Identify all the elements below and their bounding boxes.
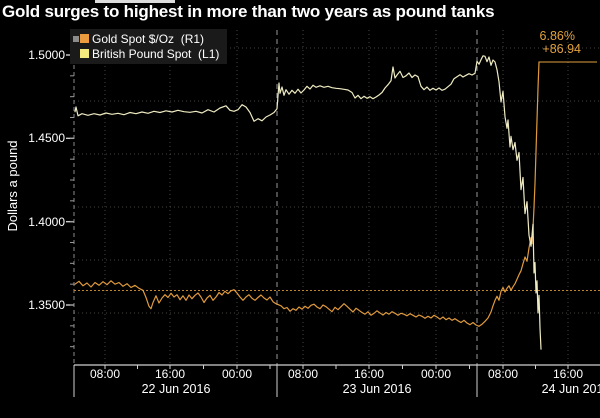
legend-spacer — [73, 51, 80, 57]
chart-title: Gold surges to highest in more than two … — [2, 2, 495, 21]
x-date-label: 24 Jun 2016 — [541, 382, 600, 396]
gold-series-swatch-icon — [80, 34, 89, 43]
gold-net-change-callout: +86.94 — [542, 42, 581, 56]
y-tick-label: 1.4500 — [28, 131, 65, 145]
y-tick-label: 1.5000 — [28, 48, 65, 62]
legend-label-pound: British Pound Spot (L1) — [92, 46, 220, 61]
x-date-label: 22 Jun 2016 — [141, 382, 211, 396]
legend-label-gold: Gold Spot $/Oz (R1) — [92, 31, 205, 46]
x-date-label: 23 Jun 2016 — [342, 382, 412, 396]
legend-track-marker-icon — [73, 35, 79, 42]
pound-series-swatch-icon — [80, 49, 89, 58]
x-time-label: 08:00 — [487, 367, 519, 381]
y-tick-label: 1.4000 — [28, 215, 65, 229]
x-time-label: 16:00 — [154, 367, 186, 381]
y-tick-label: 1.3500 — [28, 298, 65, 312]
x-time-label: 16:00 — [552, 367, 584, 381]
x-time-label: 08:00 — [287, 367, 319, 381]
pound-line — [74, 55, 542, 350]
y-axis-title: Dollars a pound — [5, 140, 20, 232]
legend-item-pound[interactable]: British Pound Spot (L1) — [73, 46, 219, 61]
x-time-label: 00:00 — [420, 367, 452, 381]
legend-item-gold[interactable]: Gold Spot $/Oz (R1) — [73, 31, 219, 46]
gold-line — [74, 61, 540, 327]
x-time-label: 16:00 — [353, 367, 385, 381]
chart-legend: Gold Spot $/Oz (R1) British Pound Spot (… — [70, 29, 228, 64]
gold-percent-change-callout: 6.86% — [539, 29, 575, 43]
x-time-label: 00:00 — [221, 367, 253, 381]
top-edge-rule-fragment — [95, 0, 175, 3]
x-time-label: 08:00 — [89, 367, 121, 381]
